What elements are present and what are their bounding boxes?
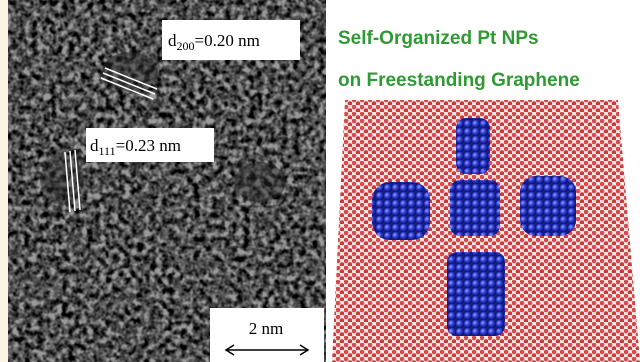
- annotation-text: =0.20 nm: [195, 31, 260, 50]
- annotation-subscript: 111: [99, 144, 116, 158]
- title-line: Self-Organized Pt NPs: [338, 28, 539, 49]
- annotation-subscript: 200: [177, 39, 195, 53]
- figure: d200=0.20 nm d111=0.23 nm 2 nm Self-Orga…: [0, 0, 640, 362]
- graphene-panel: Self-Organized Pt NPs on Freestanding Gr…: [326, 0, 640, 362]
- title-line: on Freestanding Graphene: [338, 70, 580, 91]
- scale-bar-label: 2 nm: [249, 319, 283, 338]
- tem-image: d200=0.20 nm d111=0.23 nm 2 nm: [8, 0, 326, 362]
- annotation-text: =0.23 nm: [116, 136, 181, 155]
